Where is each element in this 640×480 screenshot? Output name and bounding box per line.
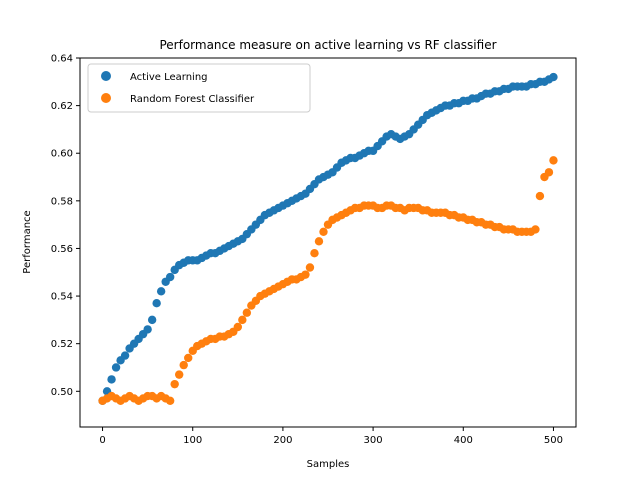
- data-point: [238, 315, 247, 325]
- data-point: [319, 227, 328, 236]
- series-layer: [98, 72, 558, 406]
- y-tick-label: 0.50: [51, 387, 73, 398]
- series-active-learning: [98, 72, 558, 406]
- data-point: [305, 263, 315, 272]
- x-tick-label: 400: [454, 435, 473, 446]
- data-point: [170, 379, 179, 389]
- data-point: [179, 360, 188, 370]
- data-point: [549, 156, 558, 165]
- legend: Active Learning Random Forest Classifier: [87, 63, 311, 113]
- x-tick-label: 0: [99, 435, 105, 446]
- legend-marker-random-forest: [101, 93, 111, 103]
- y-tick-label: 0.62: [51, 101, 73, 112]
- data-point: [156, 287, 166, 296]
- y-tick-label: 0.60: [51, 149, 73, 160]
- data-point: [301, 270, 310, 279]
- x-tick-label: 500: [544, 435, 563, 446]
- y-tick-label: 0.52: [51, 339, 73, 350]
- chart-title: Performance measure on active learning v…: [159, 38, 496, 52]
- data-point: [531, 225, 540, 234]
- y-tick-label: 0.58: [51, 196, 73, 207]
- y-axis-ticks: 0.50 0.52 0.54 0.56 0.58 0.60 0.62 0.64: [51, 54, 80, 398]
- data-point: [143, 325, 152, 334]
- data-point: [184, 353, 193, 363]
- x-tick-label: 100: [183, 435, 202, 446]
- data-point: [107, 375, 116, 384]
- data-point: [165, 396, 175, 406]
- legend-box: [87, 63, 311, 113]
- x-axis-label: Samples: [307, 459, 350, 470]
- plot-area: 0 100 200 300 400 500 0.50 0.52 0.54 0.56 0.58 0.6…: [51, 54, 577, 446]
- y-tick-label: 0.56: [51, 244, 73, 255]
- data-point: [120, 351, 130, 360]
- data-point: [175, 370, 184, 379]
- data-point: [549, 72, 558, 82]
- data-point: [165, 272, 175, 282]
- data-point: [233, 322, 243, 332]
- data-point: [111, 363, 121, 372]
- x-tick-label: 200: [273, 435, 292, 446]
- x-tick-label: 300: [364, 435, 383, 446]
- plot-frame: [79, 57, 577, 428]
- y-tick-label: 0.54: [51, 292, 73, 303]
- data-point: [314, 237, 324, 246]
- data-point: [242, 308, 252, 317]
- series-random-forest: [98, 156, 558, 406]
- y-axis-label: Performance: [22, 210, 33, 273]
- data-point: [152, 299, 161, 308]
- legend-label-random-forest: Random Forest Classifier: [130, 94, 255, 105]
- legend-label-active-learning: Active Learning: [130, 72, 208, 83]
- x-axis-ticks: 0 100 200 300 400 500: [99, 427, 563, 446]
- y-tick-label: 0.64: [51, 54, 73, 65]
- data-point: [535, 191, 545, 201]
- data-point: [544, 168, 554, 177]
- legend-marker-active-learning: [101, 71, 111, 81]
- data-point: [147, 315, 157, 325]
- data-point: [310, 249, 319, 258]
